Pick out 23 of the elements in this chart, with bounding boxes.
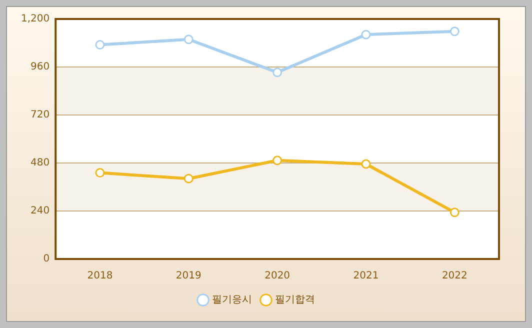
x-tick-label: 2018 xyxy=(87,270,113,282)
legend-label: 필기응시 xyxy=(212,294,252,306)
point xyxy=(272,68,282,78)
y-tick-label: 0 xyxy=(43,254,50,265)
y-tick-label: 720 xyxy=(30,110,50,121)
x-tick-label: 2019 xyxy=(176,270,202,282)
x-tick-label: 2022 xyxy=(442,270,468,282)
point xyxy=(361,30,371,40)
point xyxy=(95,168,105,178)
point xyxy=(184,34,194,44)
legend-label: 필기합격 xyxy=(275,294,315,306)
point xyxy=(450,208,460,218)
y-tick-label: 480 xyxy=(30,158,50,169)
x-tick-label: 2021 xyxy=(353,270,379,282)
point xyxy=(450,26,460,36)
point xyxy=(272,156,282,166)
point xyxy=(184,174,194,184)
y-tick-label: 960 xyxy=(30,62,50,73)
point xyxy=(361,159,371,169)
y-tick-label: 1,200 xyxy=(20,14,50,25)
y-tick-label: 240 xyxy=(30,206,50,217)
point xyxy=(95,40,105,50)
x-tick-label: 2020 xyxy=(264,270,290,282)
